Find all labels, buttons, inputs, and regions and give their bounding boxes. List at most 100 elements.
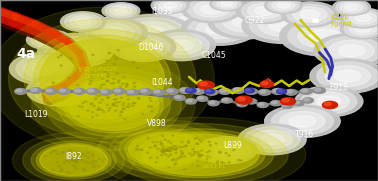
Circle shape [75,67,77,68]
Circle shape [136,94,138,95]
Ellipse shape [161,36,202,54]
Circle shape [74,89,81,92]
Ellipse shape [197,19,242,39]
Ellipse shape [269,19,298,32]
Circle shape [174,164,176,165]
Ellipse shape [298,24,352,48]
Ellipse shape [340,19,378,39]
Circle shape [175,152,177,153]
Ellipse shape [252,130,293,149]
Circle shape [77,155,79,156]
Circle shape [187,89,192,91]
Ellipse shape [221,1,233,6]
Circle shape [208,151,211,152]
Circle shape [82,168,85,169]
Circle shape [96,95,98,96]
Circle shape [174,95,185,100]
Ellipse shape [325,66,370,86]
Circle shape [197,144,199,145]
Circle shape [102,93,104,94]
Circle shape [71,159,73,160]
Circle shape [53,150,55,151]
Circle shape [107,97,110,98]
Circle shape [93,167,95,168]
Circle shape [116,73,118,74]
Circle shape [231,143,234,144]
Circle shape [107,73,109,74]
Ellipse shape [159,1,181,10]
Ellipse shape [57,73,170,137]
Circle shape [180,88,186,91]
Circle shape [60,168,62,169]
Circle shape [52,170,54,171]
Circle shape [237,102,247,107]
Circle shape [193,153,195,154]
Ellipse shape [110,14,193,51]
Circle shape [117,50,119,51]
Circle shape [172,159,174,160]
Ellipse shape [126,22,176,43]
Circle shape [149,147,151,148]
Ellipse shape [33,35,171,123]
Circle shape [322,101,338,109]
Circle shape [195,137,198,138]
Circle shape [167,140,170,142]
Ellipse shape [340,8,378,28]
Circle shape [114,89,120,92]
Circle shape [183,156,186,157]
Circle shape [174,149,177,150]
Circle shape [175,148,178,149]
Ellipse shape [60,12,106,32]
Ellipse shape [155,0,186,12]
Circle shape [154,90,160,93]
Text: V898: V898 [147,119,167,129]
Circle shape [122,108,124,109]
Circle shape [30,88,42,93]
Circle shape [115,98,117,100]
Circle shape [147,138,149,139]
Ellipse shape [314,33,378,68]
Ellipse shape [151,5,227,38]
Circle shape [118,82,120,83]
Circle shape [113,79,115,80]
Circle shape [70,155,72,156]
Circle shape [92,54,94,55]
Ellipse shape [271,108,333,135]
Ellipse shape [9,19,196,138]
Ellipse shape [45,37,107,65]
Circle shape [235,96,252,104]
Circle shape [192,89,204,94]
Circle shape [83,170,85,171]
Ellipse shape [40,39,164,119]
Circle shape [153,89,165,95]
Ellipse shape [293,7,327,22]
Ellipse shape [110,125,223,174]
Ellipse shape [32,59,195,151]
Circle shape [258,103,264,106]
Circle shape [119,86,122,87]
Circle shape [55,151,57,152]
Text: F918: F918 [329,83,348,92]
Circle shape [170,148,173,149]
Ellipse shape [236,0,293,24]
Circle shape [106,90,108,91]
Ellipse shape [117,35,170,59]
Circle shape [245,88,254,93]
Circle shape [98,107,100,108]
Circle shape [76,168,78,169]
Circle shape [105,95,107,96]
Circle shape [222,165,224,166]
Circle shape [73,166,76,167]
Text: G922: G922 [245,16,265,25]
Ellipse shape [232,16,259,28]
Circle shape [57,153,59,155]
Circle shape [99,95,101,96]
Circle shape [300,89,312,94]
Circle shape [106,80,108,81]
Ellipse shape [38,33,113,68]
Circle shape [90,103,92,104]
Ellipse shape [45,67,181,143]
Circle shape [198,81,214,89]
Ellipse shape [242,7,325,43]
Ellipse shape [166,12,212,31]
